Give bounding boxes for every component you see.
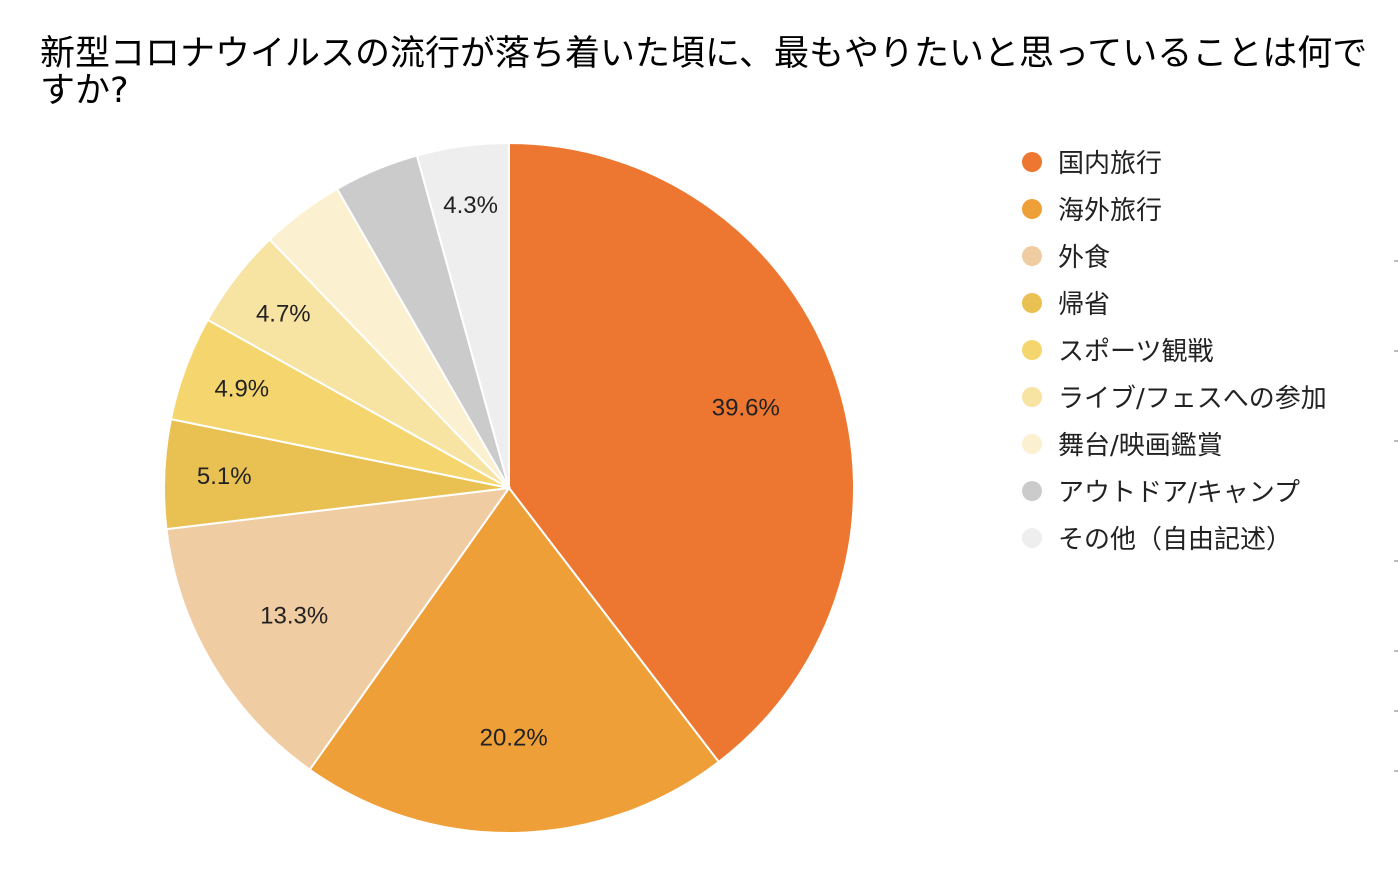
legend-label: ライブ/フェスへの参加: [1058, 384, 1327, 414]
legend-item: その他（自由記述）: [1022, 514, 1327, 561]
legend-label: アウトドア/キャンプ: [1058, 478, 1300, 508]
pie-slices: [163, 141, 855, 835]
legend-label: 国内旅行: [1058, 149, 1163, 179]
legend-item: ライブ/フェスへの参加: [1022, 373, 1327, 420]
edge-tick: [1394, 650, 1398, 652]
legend-swatch: [1022, 480, 1042, 501]
edge-tick: [1394, 710, 1398, 712]
legend-label: 舞台/映画鑑賞: [1058, 431, 1223, 461]
legend-item: 舞台/映画鑑賞: [1022, 420, 1327, 467]
edge-tick: [1394, 770, 1398, 772]
legend-swatch: [1022, 151, 1042, 172]
legend-swatch: [1022, 198, 1042, 219]
legend-swatch: [1022, 386, 1042, 407]
legend-label: その他（自由記述）: [1058, 525, 1293, 555]
slice-value-label: 13.3%: [260, 602, 328, 629]
legend-item: 帰省: [1022, 279, 1327, 326]
chart-legend: 国内旅行海外旅行外食帰省スポーツ観戦ライブ/フェスへの参加 舞台/映画鑑賞アウトド…: [1022, 138, 1327, 561]
edge-tick: [1394, 440, 1398, 442]
legend-item: 海外旅行: [1022, 185, 1327, 232]
slice-value-label: 4.7%: [256, 301, 311, 328]
legend-item: 国内旅行: [1022, 138, 1327, 185]
slice-value-label: 4.3%: [443, 192, 498, 219]
legend-swatch: [1022, 433, 1042, 454]
legend-item: スポーツ観戦: [1022, 326, 1327, 373]
legend-swatch: [1022, 339, 1042, 360]
legend-item: 外食: [1022, 232, 1327, 279]
slice-value-label: 20.2%: [480, 725, 548, 752]
legend-label: スポーツ観戦: [1058, 337, 1214, 367]
legend-label: 外食: [1058, 243, 1111, 273]
slice-value-label: 39.6%: [712, 394, 780, 421]
legend-swatch: [1022, 527, 1042, 548]
chart-title: 新型コロナウイルスの流行が落ち着いた頃に、最もやりたいと思っていることは何ですか…: [40, 34, 1368, 111]
legend-swatch: [1022, 292, 1042, 313]
pie-labels: 39.6% 20.2% 13.3% 5.1% 4.9% 4.7% 4.3%: [197, 192, 780, 751]
slice-value-label: 5.1%: [197, 463, 252, 490]
slice-value-label: 4.9%: [214, 375, 269, 402]
legend-item: アウトドア/キャンプ: [1022, 467, 1327, 514]
legend-swatch: [1022, 245, 1042, 266]
edge-tick: [1394, 560, 1398, 562]
pie-slice: [308, 486, 721, 835]
legend-label: 帰省: [1058, 290, 1111, 320]
pie-slice: [415, 141, 510, 489]
edge-tick: [1394, 260, 1398, 262]
edge-tick: [1394, 350, 1398, 352]
pie-slice: [508, 141, 855, 764]
legend-label: 海外旅行: [1058, 196, 1163, 226]
pie-chart: 39.6% 20.2% 13.3% 5.1% 4.9% 4.7% 4.3%: [163, 141, 855, 835]
pie-slice: [165, 486, 512, 772]
